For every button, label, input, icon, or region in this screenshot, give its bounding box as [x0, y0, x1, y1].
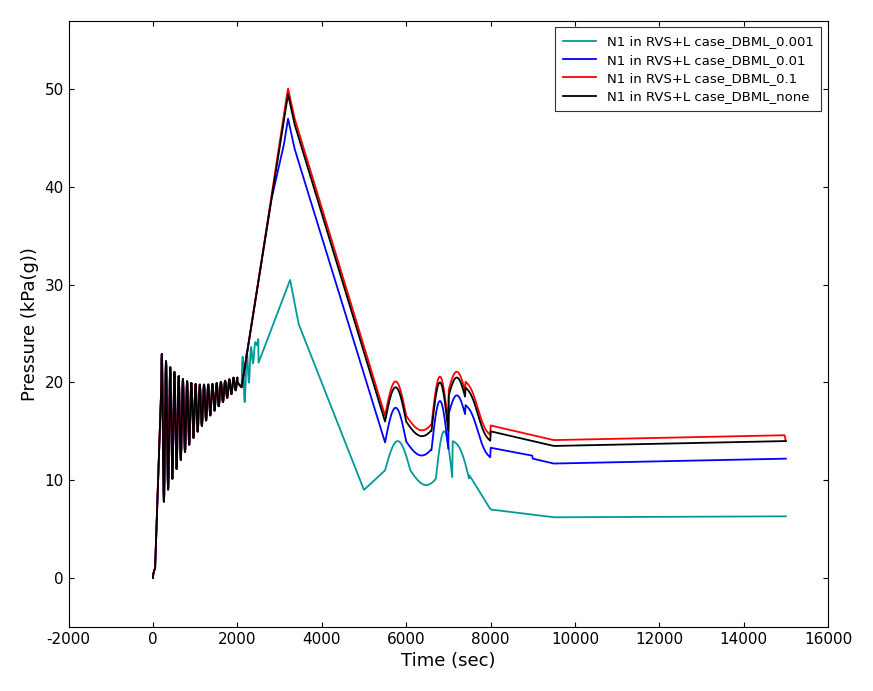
N1 in RVS+L case_DBML_none: [780, 437, 791, 445]
N1 in RVS+L case_DBML_0.01: [283, 115, 293, 123]
N1 in RVS+L case_DBML_0.1: [148, 574, 158, 582]
N1 in RVS+L case_DBML_0.1: [196, 406, 206, 414]
Line: N1 in RVS+L case_DBML_0.1: N1 in RVS+L case_DBML_0.1: [153, 88, 786, 578]
N1 in RVS+L case_DBML_none: [283, 91, 293, 99]
Line: N1 in RVS+L case_DBML_0.01: N1 in RVS+L case_DBML_0.01: [153, 119, 786, 578]
N1 in RVS+L case_DBML_none: [354, 334, 365, 342]
Legend: N1 in RVS+L case_DBML_0.001, N1 in RVS+L case_DBML_0.01, N1 in RVS+L case_DBML_0: N1 in RVS+L case_DBML_0.001, N1 in RVS+L…: [555, 28, 821, 111]
N1 in RVS+L case_DBML_0.01: [209, 403, 219, 411]
N1 in RVS+L case_DBML_0.1: [206, 394, 217, 402]
N1 in RVS+L case_DBML_0.1: [209, 403, 219, 411]
N1 in RVS+L case_DBML_0.1: [455, 371, 465, 379]
N1 in RVS+L case_DBML_0.001: [285, 276, 295, 284]
N1 in RVS+L case_DBML_0.001: [206, 394, 217, 402]
N1 in RVS+L case_DBML_0.01: [455, 395, 465, 403]
X-axis label: Time (sec): Time (sec): [401, 652, 496, 670]
N1 in RVS+L case_DBML_0.1: [780, 437, 791, 445]
N1 in RVS+L case_DBML_none: [206, 394, 217, 402]
N1 in RVS+L case_DBML_0.001: [218, 397, 229, 406]
N1 in RVS+L case_DBML_0.001: [455, 445, 465, 453]
N1 in RVS+L case_DBML_none: [148, 574, 158, 582]
N1 in RVS+L case_DBML_0.01: [206, 394, 217, 402]
N1 in RVS+L case_DBML_none: [209, 403, 219, 411]
N1 in RVS+L case_DBML_none: [196, 406, 206, 414]
N1 in RVS+L case_DBML_0.001: [354, 475, 365, 483]
Line: N1 in RVS+L case_DBML_0.001: N1 in RVS+L case_DBML_0.001: [153, 280, 786, 578]
N1 in RVS+L case_DBML_none: [218, 397, 229, 406]
N1 in RVS+L case_DBML_0.01: [218, 397, 229, 406]
N1 in RVS+L case_DBML_0.001: [780, 512, 791, 520]
N1 in RVS+L case_DBML_0.01: [148, 574, 158, 582]
N1 in RVS+L case_DBML_0.01: [354, 356, 365, 364]
N1 in RVS+L case_DBML_0.001: [209, 403, 219, 411]
N1 in RVS+L case_DBML_0.01: [196, 406, 206, 414]
N1 in RVS+L case_DBML_0.1: [283, 84, 293, 93]
N1 in RVS+L case_DBML_none: [455, 377, 465, 386]
Y-axis label: Pressure (kPa(g)): Pressure (kPa(g)): [21, 247, 38, 401]
N1 in RVS+L case_DBML_0.1: [354, 328, 365, 337]
N1 in RVS+L case_DBML_0.001: [196, 406, 206, 414]
N1 in RVS+L case_DBML_0.01: [780, 455, 791, 463]
Line: N1 in RVS+L case_DBML_none: N1 in RVS+L case_DBML_none: [153, 95, 786, 578]
N1 in RVS+L case_DBML_0.1: [218, 397, 229, 406]
N1 in RVS+L case_DBML_0.001: [148, 574, 158, 582]
